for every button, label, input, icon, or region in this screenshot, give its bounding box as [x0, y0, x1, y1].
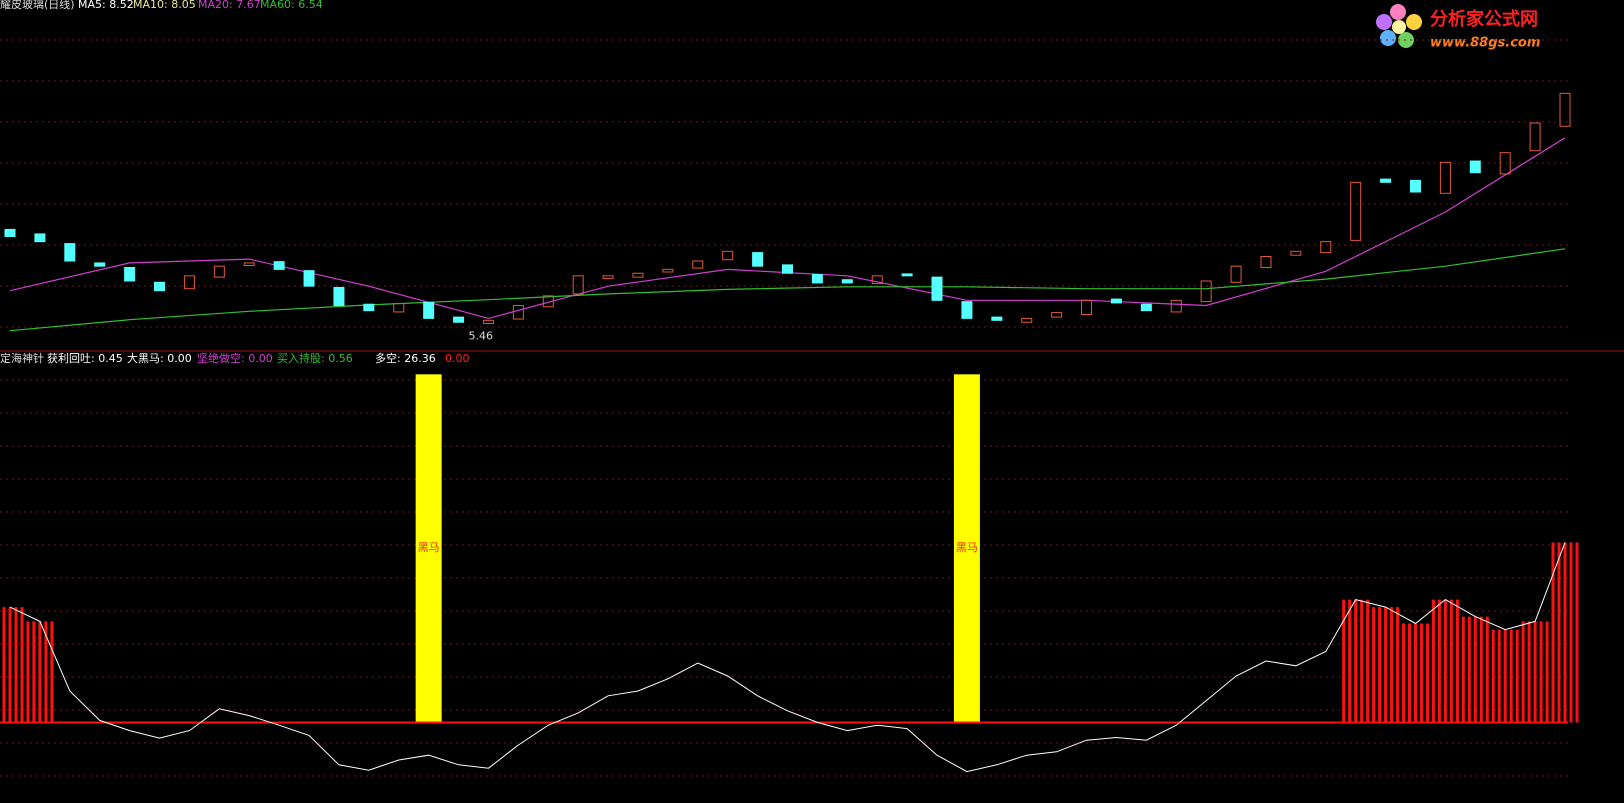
legend-entry: MA60: 6.54 — [260, 0, 323, 11]
logo-url: www.88gs.com — [1430, 36, 1540, 51]
legend-entry: 大黑马: 0.00 — [127, 351, 192, 365]
legend-entry: 0.00 — [445, 352, 470, 365]
candle — [213, 265, 225, 278]
logo-petal — [1376, 14, 1392, 30]
candle — [632, 272, 644, 278]
candle — [662, 268, 674, 273]
candle — [243, 262, 255, 267]
candle — [722, 250, 734, 261]
logo-petal — [1406, 14, 1422, 30]
candle — [1230, 265, 1242, 283]
candle — [34, 233, 46, 243]
candle — [1409, 179, 1421, 193]
ma-line — [9, 248, 1566, 332]
candle — [961, 301, 973, 319]
candle — [183, 275, 195, 290]
candle — [991, 316, 1003, 321]
candle — [94, 262, 106, 267]
candle — [1021, 317, 1033, 323]
indicator-title: 定海神针 — [0, 351, 44, 365]
candle — [782, 264, 793, 274]
logo-center — [1392, 20, 1406, 34]
candle — [1260, 255, 1272, 268]
candle — [303, 270, 315, 287]
candle — [363, 303, 375, 312]
candle — [154, 281, 166, 292]
candle — [1200, 280, 1212, 303]
candle — [453, 316, 465, 323]
candle — [1559, 92, 1571, 127]
candle — [1051, 312, 1063, 318]
legend-entry: 获利回吐: 0.45 — [47, 352, 123, 365]
logo: 分析家公式网 www.88gs.com — [1376, 4, 1540, 51]
candle — [901, 273, 913, 277]
candle — [692, 260, 704, 269]
candle — [1110, 298, 1122, 304]
signal-bar — [415, 374, 442, 723]
candle — [811, 274, 823, 284]
candle — [64, 243, 76, 262]
candle — [1350, 181, 1362, 241]
candle — [1469, 160, 1481, 174]
candle — [512, 305, 524, 320]
legend-entry: MA20: 7.67 — [198, 0, 261, 11]
candle — [1380, 178, 1392, 183]
candle — [1529, 122, 1541, 152]
candle — [572, 275, 584, 295]
candle — [1081, 299, 1093, 316]
candle — [1170, 299, 1182, 313]
chart-title: 耀皮玻璃(日线) — [0, 0, 75, 11]
candle — [841, 279, 853, 284]
candle — [752, 252, 764, 267]
signal-bar — [953, 374, 980, 723]
legend-entry: MA10: 8.05 — [133, 0, 196, 11]
legend-entry: 买入持股: 0.56 — [277, 351, 353, 365]
candle — [1439, 161, 1451, 194]
candle — [273, 261, 285, 270]
candle — [393, 303, 405, 313]
candle — [542, 295, 554, 308]
annotation: 5.46 — [469, 329, 494, 342]
logo-name: 分析家公式网 — [1430, 8, 1538, 30]
candle — [423, 301, 435, 319]
candle — [482, 319, 494, 325]
candle — [1320, 241, 1332, 254]
indicator-line — [9, 542, 1566, 773]
signal-label: 黑马 — [418, 541, 440, 554]
signal-label: 黑马 — [956, 541, 978, 554]
candle — [333, 286, 345, 307]
candle — [602, 275, 614, 279]
candle — [1290, 250, 1302, 256]
candle — [871, 275, 883, 285]
candle — [1499, 152, 1511, 175]
logo-petal — [1380, 30, 1396, 46]
candle — [4, 228, 16, 238]
candle — [931, 276, 943, 301]
logo-petal — [1390, 4, 1406, 20]
legend-entry: 多空: 26.36 — [375, 351, 436, 365]
legend-entry: MA5: 8.52 — [78, 0, 134, 11]
legend-entry: 坚绝做空: 0.00 — [197, 351, 273, 365]
candle — [124, 266, 136, 282]
candle — [1140, 303, 1152, 312]
